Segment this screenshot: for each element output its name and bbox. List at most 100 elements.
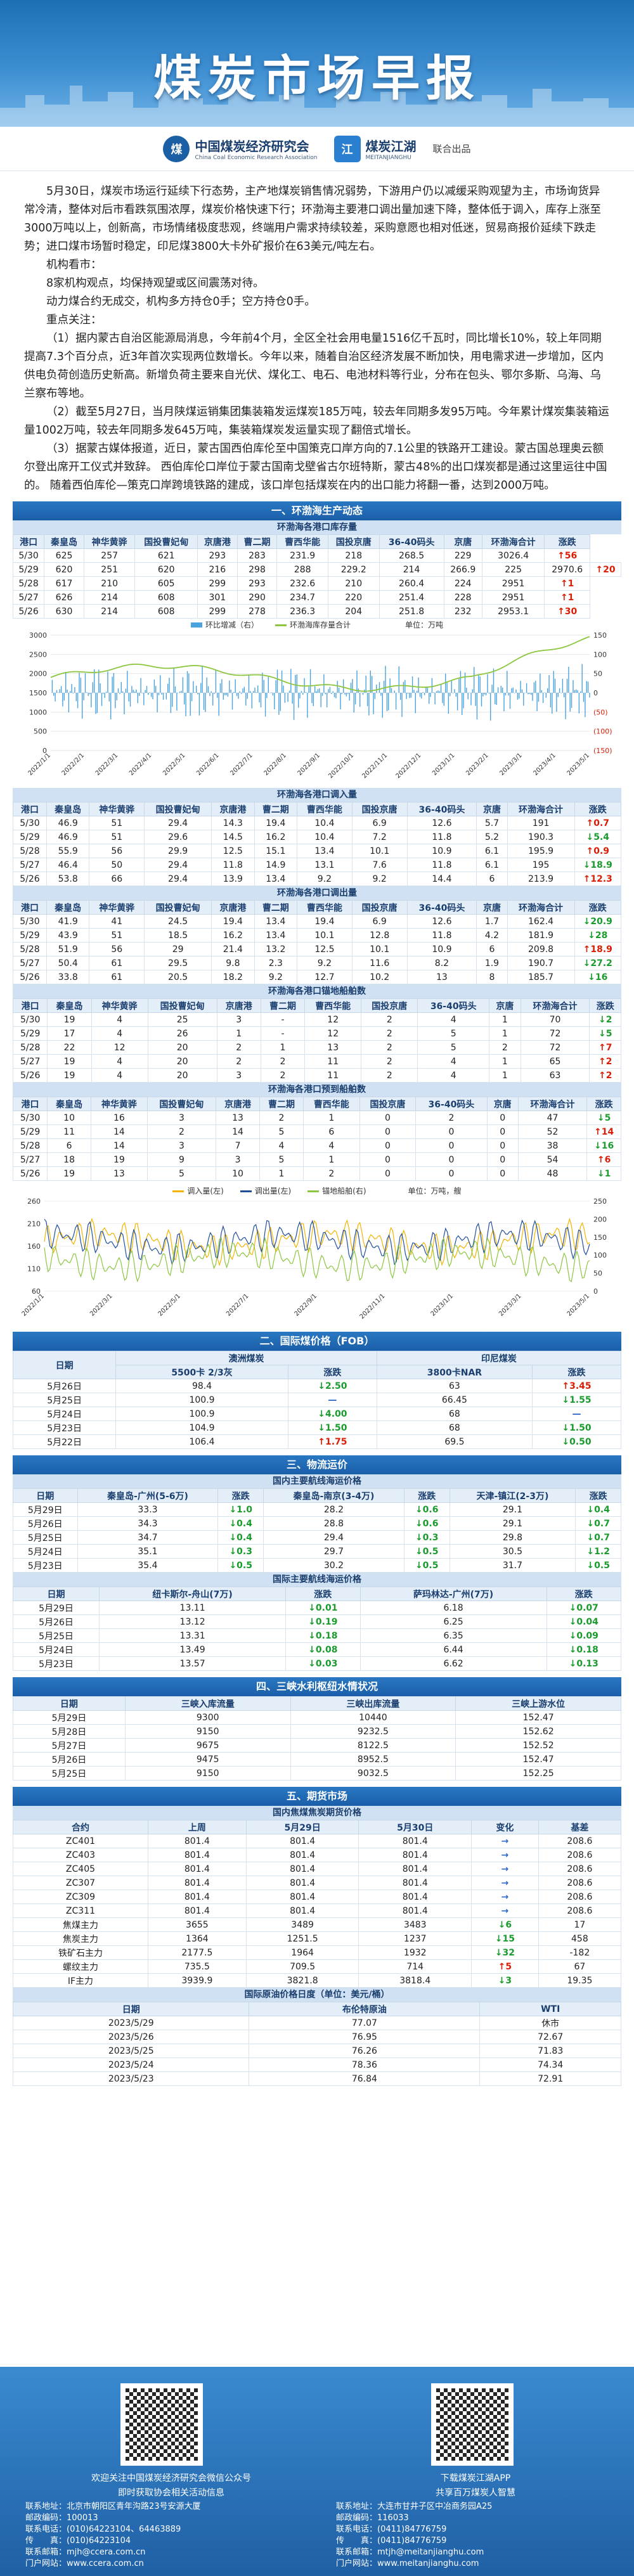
table-cell: 19.4: [211, 914, 255, 929]
table-cell: 10.1: [351, 844, 408, 858]
table-cell: 19.4: [297, 914, 353, 929]
table-cell: 68: [376, 1407, 533, 1421]
table-cell: ↓1.0: [217, 1502, 264, 1517]
table-row: IF主力 3939.9 3821.8 3818.4 ↓3 19.35: [13, 1973, 622, 1988]
col-group-indo: 印尼煤炭: [376, 1351, 622, 1365]
table-cell: ↓16: [586, 1138, 621, 1153]
meitanjianghu-logo: 江 煤炭江湖 MEITANJIANGHU: [333, 135, 417, 162]
table-cell: 35.4: [77, 1558, 219, 1573]
table-cell: 5.7: [476, 816, 508, 830]
table-cell: 69.5: [376, 1434, 533, 1449]
table-cell: 9150: [124, 1766, 291, 1781]
table-cell: 31.7: [449, 1558, 576, 1573]
table-cell: 77.07: [249, 2016, 481, 2030]
table-cell: 2: [489, 1040, 521, 1055]
contact-line[interactable]: 门户网站：www.ccera.com.cn: [25, 2559, 144, 2568]
column-header: 上周: [147, 1820, 247, 1834]
table-cell: 46.9: [46, 816, 90, 830]
table-cell: →: [471, 1848, 539, 1862]
table-cell: 19.4: [254, 816, 298, 830]
meitanjianghu-app-qr[interactable]: [431, 2383, 514, 2466]
table-cell: 13.9: [211, 872, 255, 886]
inventory-chart-svg: 300025002000150010005000150100500(50)(10…: [27, 631, 612, 780]
qr-code-icon: [436, 2388, 508, 2461]
table-cell: 51: [89, 928, 145, 943]
table-cell: 608: [134, 604, 198, 619]
table-row: 5/29 43.9 51 18.5 16.2 13.4 10.1 12.8 11.8 4.2 181…: [13, 928, 622, 943]
table-cell: 56: [89, 942, 145, 956]
column-header: 日期: [12, 1587, 100, 1601]
table-cell: 10.4: [297, 830, 353, 844]
ccera-name: 中国煤炭经济研究会: [195, 139, 309, 154]
footer-right-title: 下载煤炭江湖APP: [440, 2473, 511, 2483]
focus-item: （1）据内蒙古自治区能源局消息，今年前4个月，全区全社会用电量1516亿千瓦时，…: [24, 332, 604, 400]
table-cell: 2: [259, 1111, 304, 1125]
y-tick-left: 60: [32, 1287, 41, 1296]
table-cell: 3: [146, 1138, 217, 1153]
table-cell: —: [287, 1393, 377, 1407]
x-tick: 2023/1/1: [431, 752, 456, 777]
column-header: 36-40码头: [406, 802, 477, 816]
table-title: 环渤海各港口锚地船舶数: [13, 984, 621, 998]
table-cell: 13: [406, 970, 477, 984]
crude-oil-table: 日期 布伦特原油 WTI 2023/5/29 77.07 休市 2023/5/26 76.9…: [12, 2002, 621, 2086]
table-cell: 6.1: [476, 858, 508, 872]
column-header: 环渤海合计: [507, 900, 575, 915]
table-cell: 8952.5: [290, 1752, 456, 1767]
contact-line[interactable]: 联系邮箱：mjh@ccera.com.cn: [25, 2547, 146, 2557]
series-line: [44, 1218, 590, 1266]
views-line: 动力煤合约无成交，机构多方持仓0手；空方持仓0手。: [46, 295, 316, 308]
contact-line[interactable]: 联系邮箱：mtjh@meitanjianghu.com: [336, 2547, 484, 2557]
table-row: ZC403 801.4 801.4 801.4 → 208.6: [13, 1848, 622, 1862]
table-cell: 29.5: [144, 956, 212, 970]
x-tick: 2022/10/1: [327, 752, 355, 780]
y-tick-left: 210: [27, 1220, 41, 1228]
table-cell: 12.7: [297, 970, 353, 984]
table-cell: 3: [216, 1012, 261, 1027]
y-tick-right: (150): [593, 747, 612, 755]
column-header: 港口: [12, 1097, 48, 1111]
table-cell: 54: [517, 1152, 588, 1167]
table-cell: 288: [276, 562, 328, 577]
inventory-chart: 3000 2500 2000 1500 1000 500 0 150 100 50 0 (50) (10…: [13, 630, 621, 788]
table-row: 5/29 11 14 2 14 5 6 0 0 0 52 ↑14: [12, 1124, 621, 1139]
table-cell: 5月25日: [12, 1628, 100, 1643]
table-cell: 100.9: [115, 1407, 288, 1421]
table-cell: 5/27: [12, 1152, 48, 1167]
table-cell: 801.4: [358, 1848, 472, 1862]
table-cell: 1: [260, 1040, 306, 1055]
table-row: ZC401 801.4 801.4 801.4 → 208.6: [13, 1834, 622, 1848]
table-cell: ↑7: [589, 1040, 621, 1055]
table-cell: ↓4.00: [287, 1407, 377, 1421]
table-cell: 251.8: [378, 604, 444, 619]
table-cell: 7.6: [351, 858, 408, 872]
intro-paragraph: 5月30日，煤炭市场运行延续下行态势，主产地煤炭销售情况弱势，下游用户仍以减缓采…: [24, 185, 601, 253]
contact-line[interactable]: 门户网站：www.meitanjianghu.com: [336, 2559, 479, 2568]
table-cell: 29.1: [449, 1502, 576, 1517]
table-cell: 29.1: [449, 1516, 576, 1531]
inventory-table: 港口 秦皇岛 神华黄骅 国投曹妃甸 京唐港 曹二期 曹西华能 国投京唐 36-40码头 京唐 环渤海…: [12, 534, 621, 619]
table-cell: ↓0.50: [531, 1434, 622, 1449]
table-row: 5月25日 13.31 ↓0.18 6.35 ↓0.09: [12, 1628, 622, 1643]
table-cell: ↓3: [471, 1973, 539, 1988]
table-cell: 12: [304, 1012, 362, 1027]
table-cell: 2: [302, 1166, 360, 1181]
table-title: 国际原油价格日度（单位：美元/桶）: [13, 1988, 621, 2002]
table-cell: ↓1.50: [531, 1420, 622, 1435]
column-header: 涨跌: [546, 1587, 622, 1601]
y-tick-right: 250: [593, 1197, 607, 1206]
table-cell: 2177.5: [147, 1945, 247, 1960]
table-cell: 1: [302, 1111, 360, 1125]
table-cell: ↑3.45: [531, 1379, 622, 1393]
table-cell: 14.3: [211, 816, 255, 830]
column-header: 曹西华能: [302, 1097, 360, 1111]
col-aus-chg: 涨跌: [287, 1365, 377, 1379]
table-cell: 13.49: [99, 1642, 287, 1657]
column-header: 国投京唐: [359, 1097, 417, 1111]
table-cell: ↑0.7: [574, 816, 622, 830]
table-cell: 14.5: [211, 830, 255, 844]
table-cell: 1: [489, 1026, 521, 1041]
ccera-wechat-qr[interactable]: [120, 2383, 203, 2466]
table-cell: 5月27日: [13, 1738, 126, 1753]
table-cell: 293: [236, 576, 278, 591]
